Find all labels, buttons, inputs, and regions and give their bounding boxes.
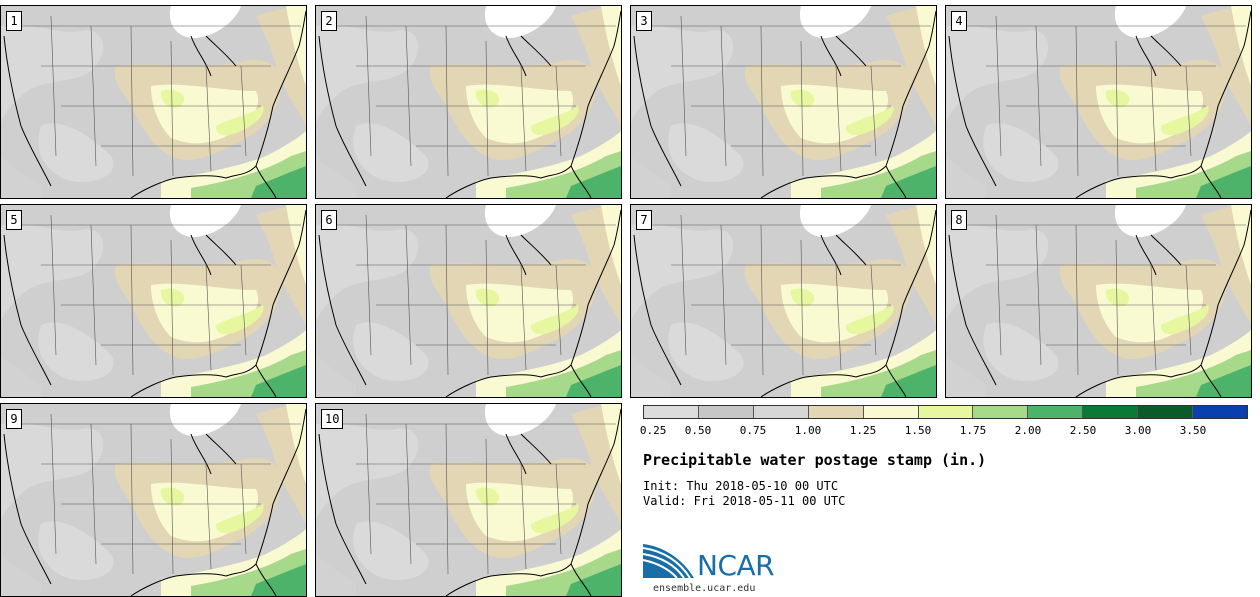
member-number: 7	[636, 210, 652, 230]
colorbar-segment	[808, 406, 864, 418]
init-time: Init: Thu 2018-05-10 00 UTC	[643, 479, 838, 493]
pw-map	[1, 6, 306, 198]
colorbar	[643, 405, 1248, 419]
colorbar-segment	[1193, 406, 1247, 418]
member-panel: 9	[0, 403, 307, 597]
ncar-logo-text: NCAR	[697, 549, 775, 582]
member-number: 10	[321, 409, 344, 429]
member-number: 4	[951, 11, 967, 31]
member-panel: 2	[315, 5, 622, 199]
colorbar-segment	[1083, 406, 1139, 418]
colorbar-segment	[753, 406, 809, 418]
colorbar-segment	[973, 406, 1029, 418]
chart-title: Precipitable water postage stamp (in.)	[643, 451, 987, 469]
colorbar-tick-label: 3.50	[1179, 424, 1207, 437]
colorbar-tick-label: 1.50	[904, 424, 932, 437]
colorbar-tick-label: 1.25	[849, 424, 877, 437]
valid-time: Valid: Fri 2018-05-11 00 UTC	[643, 494, 845, 508]
member-number: 8	[951, 210, 967, 230]
colorbar-ticks: 0.25 0.50 0.75 1.00 1.25 1.50 1.75 2.00 2.50 3.00…	[639, 424, 1248, 438]
pw-map	[1, 404, 306, 596]
pw-map	[946, 205, 1251, 397]
colorbar-segment	[918, 406, 974, 418]
member-panel: 10	[315, 403, 622, 597]
colorbar-tick-label: 0.50	[684, 424, 712, 437]
colorbar-segment	[698, 406, 754, 418]
member-number: 2	[321, 11, 337, 31]
init-label: Init:	[643, 479, 680, 493]
init-value: Thu 2018-05-10 00 UTC	[686, 479, 839, 493]
colorbar-tick-label: 2.50	[1069, 424, 1097, 437]
pw-map	[946, 6, 1251, 198]
member-number: 5	[6, 210, 22, 230]
member-panel: 8	[945, 204, 1252, 398]
colorbar-segment	[863, 406, 919, 418]
pw-map	[631, 205, 936, 397]
site-url: ensemble.ucar.edu	[653, 583, 756, 594]
member-number: 3	[636, 11, 652, 31]
colorbar-tick-label: 0.75	[739, 424, 767, 437]
pw-map	[316, 6, 621, 198]
colorbar-tick-label: 0.25	[639, 424, 667, 437]
member-number: 1	[6, 11, 22, 31]
pw-map	[316, 205, 621, 397]
member-panel: 6	[315, 204, 622, 398]
member-panel: 7	[630, 204, 937, 398]
colorbar-tick-label: 1.75	[959, 424, 987, 437]
colorbar-segment	[644, 406, 699, 418]
colorbar-tick-label: 2.00	[1014, 424, 1042, 437]
colorbar-tick-label: 3.00	[1124, 424, 1152, 437]
colorbar-tick-label: 1.00	[794, 424, 822, 437]
member-number: 9	[6, 409, 22, 429]
ncar-logo	[642, 544, 694, 579]
valid-label: Valid:	[643, 494, 687, 508]
member-number: 6	[321, 210, 337, 230]
member-panel: 3	[630, 5, 937, 199]
valid-value: Fri 2018-05-11 00 UTC	[693, 494, 846, 508]
pw-map	[631, 6, 936, 198]
member-panel: 4	[945, 5, 1252, 199]
colorbar-segment	[1028, 406, 1084, 418]
pw-map	[1, 205, 306, 397]
pw-map	[316, 404, 621, 596]
member-panel: 1	[0, 5, 307, 199]
colorbar-segment	[1138, 406, 1194, 418]
member-panel: 5	[0, 204, 307, 398]
